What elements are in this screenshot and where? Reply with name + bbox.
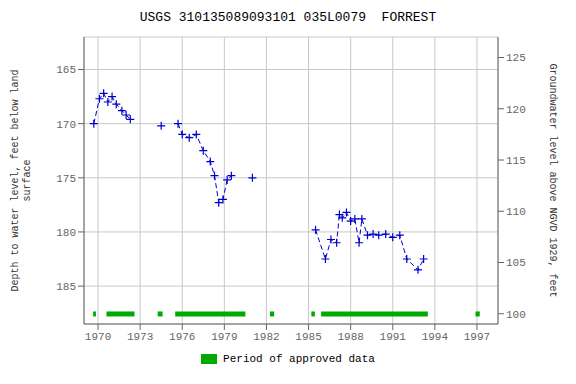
svg-text:1985: 1985 bbox=[295, 331, 321, 343]
svg-text:1976: 1976 bbox=[169, 331, 195, 343]
svg-text:1970: 1970 bbox=[85, 331, 111, 343]
svg-text:1994: 1994 bbox=[422, 331, 449, 343]
html-text:USGS 310135089093101 035L0079: USGS 310135089093101 035L0079 FORREST bbox=[139, 10, 437, 25]
svg-text:120: 120 bbox=[506, 104, 526, 116]
svg-text:1997: 1997 bbox=[464, 331, 490, 343]
svg-text:175: 175 bbox=[56, 173, 76, 185]
svg-text:165: 165 bbox=[56, 64, 76, 76]
svg-text:105: 105 bbox=[506, 257, 526, 269]
svg-text:1991: 1991 bbox=[380, 331, 407, 343]
svg-text:1982: 1982 bbox=[253, 331, 279, 343]
svg-text:1988: 1988 bbox=[337, 331, 363, 343]
svg-text:Groundwater level above NGVD 1: Groundwater level above NGVD 1929, feet bbox=[547, 63, 558, 297]
svg-text:170: 170 bbox=[56, 119, 76, 131]
svg-text:185: 185 bbox=[56, 281, 76, 293]
svg-text:Depth to water level, feet bel: Depth to water level, feet below landsur… bbox=[10, 69, 33, 291]
svg-text:100: 100 bbox=[506, 309, 526, 321]
svg-text:125: 125 bbox=[506, 52, 526, 64]
svg-text:110: 110 bbox=[506, 206, 526, 218]
svg-text:1973: 1973 bbox=[127, 331, 153, 343]
html-text:Period of approved data: Period of approved data bbox=[223, 353, 375, 365]
svg-text:1979: 1979 bbox=[211, 331, 237, 343]
svg-text:180: 180 bbox=[56, 227, 76, 239]
svg-text:115: 115 bbox=[506, 155, 526, 167]
